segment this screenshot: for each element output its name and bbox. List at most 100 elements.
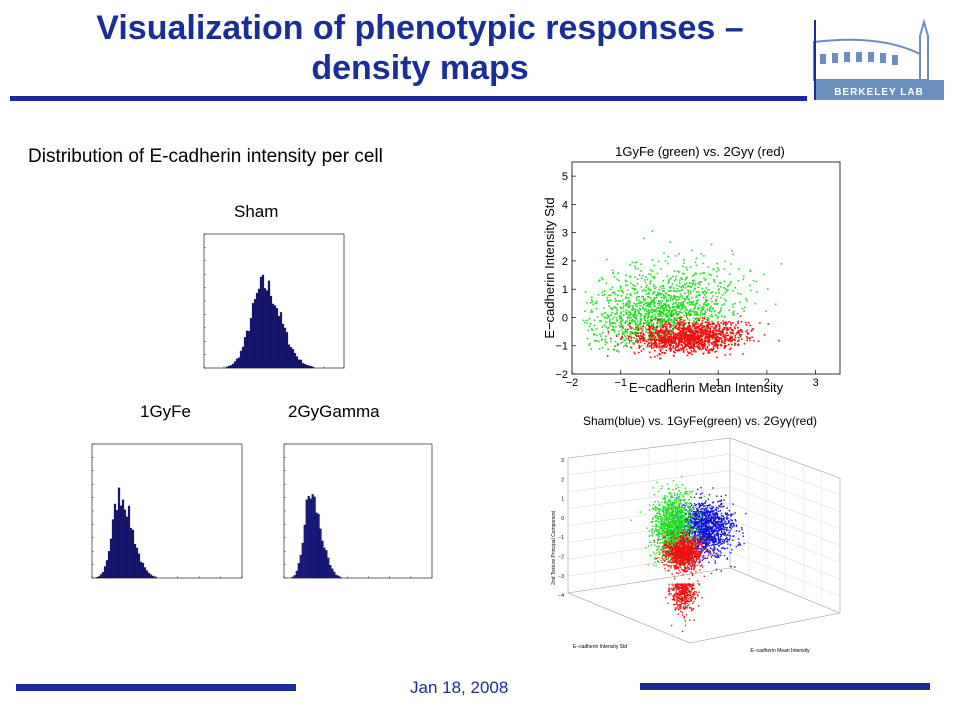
scatter2d-point-green	[667, 304, 669, 306]
scatter3d-point-blue	[706, 527, 709, 529]
histogram-bar	[287, 344, 291, 369]
scatter3d-point-blue	[699, 530, 702, 533]
scatter3d-point-green	[656, 529, 658, 532]
scatter2d-point-red	[711, 349, 713, 352]
scatter3d-point-blue	[726, 558, 729, 560]
scatter2d-point-green	[648, 273, 650, 275]
scatter3d-point-blue	[704, 530, 706, 533]
scatter2d-point-red	[735, 333, 738, 335]
scatter3d-point-green	[661, 519, 663, 521]
scatter3d-point-green	[688, 515, 690, 517]
scatter2d-point-green	[680, 309, 682, 311]
scatter2d-point-red	[685, 331, 687, 334]
scatter3d-point-green	[669, 503, 671, 505]
histogram-bar	[291, 349, 295, 369]
scatter2d-point-green	[732, 289, 734, 292]
scatter2d-point-red	[724, 321, 727, 324]
scatter2d-point-red	[689, 339, 692, 342]
scatter2d-point-red	[667, 332, 669, 334]
scatter3d-point-green	[660, 548, 663, 551]
scatter2d-point-red	[620, 338, 622, 340]
scatter2d-point-green	[715, 292, 717, 294]
scatter2d-point-red	[719, 344, 722, 347]
scatter2d-point-green	[593, 324, 596, 327]
scatter3d-point-green	[656, 528, 659, 531]
scatter2d-point-green	[624, 330, 626, 332]
scatter2d-point-green	[627, 305, 629, 308]
scatter3d-point-blue	[713, 518, 715, 521]
scatter2d-point-green	[705, 291, 707, 294]
scatter3d-point-blue	[722, 526, 724, 529]
scatter2d-point-red	[703, 343, 706, 345]
scatter2d-point-green	[644, 281, 647, 284]
scatter2d-point-red	[710, 348, 712, 351]
scatter2d-point-green	[626, 317, 629, 320]
scatter3d-point-blue	[734, 566, 736, 568]
scatter2d-point-red	[721, 341, 724, 344]
scatter2d-point-green	[629, 333, 631, 336]
scatter3d-point-blue	[707, 537, 709, 539]
scatter2d-point-green	[614, 307, 617, 309]
scatter2d-point-green	[598, 340, 600, 343]
scatter2d-point-green	[597, 280, 600, 282]
label-sham: Sham	[234, 202, 279, 221]
scatter2d-point-red	[666, 340, 669, 343]
scatter2d-point-green	[720, 307, 722, 310]
scatter2d-point-red	[678, 339, 681, 342]
scatter3d-point-green	[686, 491, 688, 493]
scatter3d-point-blue	[709, 539, 711, 542]
scatter2d-point-red	[730, 347, 732, 350]
scatter3d-point-blue	[698, 547, 700, 550]
scatter2d-point-green	[632, 328, 635, 330]
scatter3d-point-green	[667, 516, 670, 519]
scatter2d-point-red	[648, 339, 650, 341]
scatter3d-point-green	[668, 514, 671, 516]
scatter2d-point-red	[681, 338, 684, 341]
scatter2d-point-green	[620, 307, 622, 310]
scatter3d-point-green	[661, 501, 663, 504]
scatter3d-points	[630, 476, 747, 632]
scatter2d-point-green	[687, 289, 689, 292]
scatter2d-point-red	[711, 331, 713, 333]
scatter3d-point-blue	[705, 538, 707, 541]
scatter2d-point-red	[685, 345, 688, 348]
scatter2d-point-green	[679, 290, 681, 292]
scatter3d-point-blue	[684, 520, 686, 523]
scatter2d-point-green	[629, 292, 632, 295]
scatter2d-point-red	[647, 325, 650, 327]
scatter2d-point-red	[662, 325, 664, 328]
scatter3d-point-blue	[696, 509, 698, 511]
scatter3d-point-blue	[715, 568, 718, 571]
scatter2d-point-green	[603, 312, 606, 315]
scatter2d-point-red	[642, 325, 644, 328]
scatter2d-point-red	[721, 340, 723, 342]
scatter3d-point-green	[683, 518, 685, 521]
scatter3d-point-blue	[703, 529, 705, 531]
scatter2d-point-red	[711, 343, 713, 345]
scatter2d-point-green	[617, 272, 620, 275]
scatter2d-point-green	[716, 275, 718, 278]
scatter2d-point-red	[668, 347, 671, 350]
histogram-bar	[339, 576, 342, 579]
scatter3d-point-blue	[698, 550, 700, 553]
scatter3d-point-green	[667, 504, 669, 506]
scatter2d-point-green	[697, 319, 699, 322]
scatter2d-point-green	[642, 237, 645, 240]
scatter3d-point-green	[676, 517, 679, 520]
scatter3d-point-blue	[689, 519, 692, 522]
scatter3d-point-blue	[715, 540, 718, 542]
scatter3d-point-blue	[696, 523, 698, 525]
scatter3d-point-green	[672, 513, 675, 515]
scatter3d-point-green	[687, 506, 689, 508]
scatter3d-point-green	[658, 510, 661, 512]
scatter2d-point-green	[662, 280, 665, 282]
scatter3d-point-blue	[712, 548, 715, 551]
scatter2d-point-green	[663, 319, 666, 322]
scatter2d-point-green	[612, 328, 615, 330]
scatter2d-point-red	[651, 332, 653, 335]
scatter2d-point-green	[608, 316, 610, 319]
scatter2d-point-red	[648, 328, 650, 331]
scatter2d-point-red	[677, 323, 680, 326]
scatter2d-point-red	[642, 335, 644, 338]
